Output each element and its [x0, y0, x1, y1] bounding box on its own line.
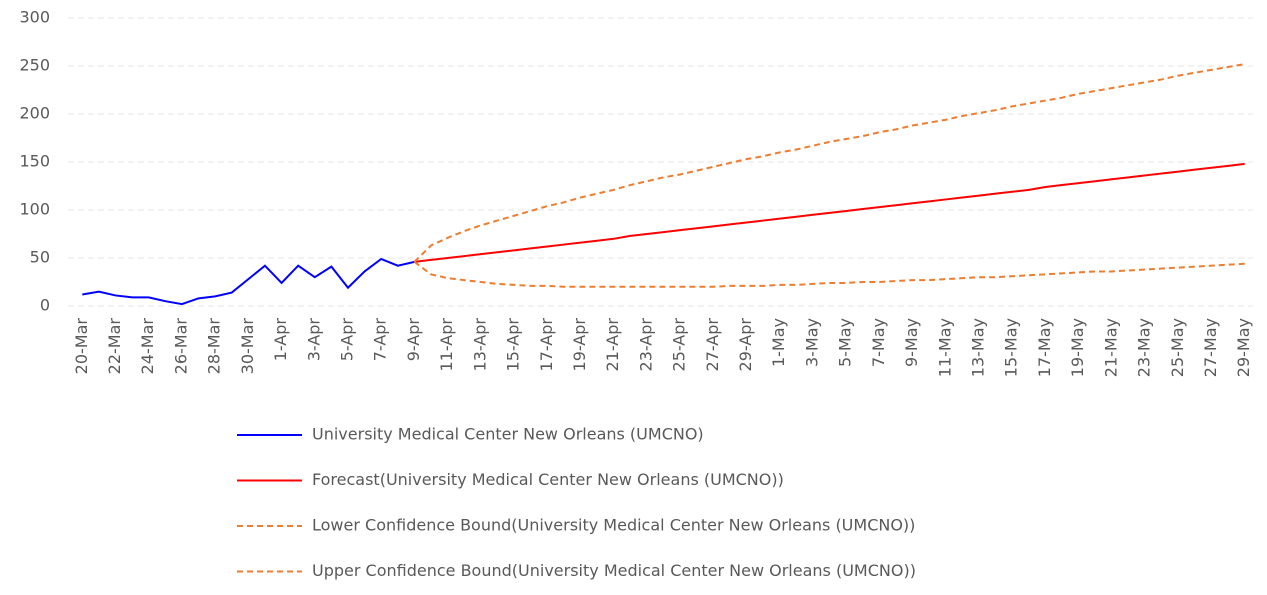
x-tick-label: 29-Apr [736, 318, 755, 372]
x-tick-label: 21-Apr [603, 318, 622, 372]
x-tick-label: 17-Apr [537, 318, 556, 372]
series-line [413, 261, 1245, 288]
x-tick-label: 27-May [1201, 318, 1220, 377]
x-tick-label: 3-May [802, 318, 821, 367]
x-tick-label: 26-Mar [171, 318, 190, 375]
y-tick-label: 50 [30, 248, 50, 267]
legend-label: Forecast(University Medical Center New O… [312, 470, 784, 489]
x-tick-label: 5-May [836, 318, 855, 367]
x-tick-label: 27-Apr [703, 318, 722, 372]
x-tick-label: 7-May [869, 318, 888, 367]
y-tick-label: 250 [19, 56, 50, 75]
legend-label: University Medical Center New Orleans (U… [312, 425, 704, 444]
x-tick-label: 15-May [1002, 318, 1021, 377]
y-tick-label: 0 [40, 296, 50, 315]
x-tick-label: 11-May [935, 318, 954, 377]
x-tick-label: 29-May [1234, 318, 1253, 377]
x-tick-label: 7-Apr [371, 318, 390, 362]
y-tick-label: 100 [19, 200, 50, 219]
x-tick-label: 9-May [902, 318, 921, 367]
x-tick-label: 1-May [769, 318, 788, 367]
x-tick-label: 21-May [1101, 318, 1120, 377]
series-line [414, 162, 1245, 263]
y-tick-label: 200 [19, 104, 50, 123]
legend-label: Lower Confidence Bound(University Medica… [312, 516, 915, 535]
x-tick-label: 22-Mar [105, 318, 124, 375]
y-tick-label: 150 [19, 152, 50, 171]
x-tick-label: 25-May [1168, 318, 1187, 377]
x-tick-label: 13-May [969, 318, 988, 377]
x-tick-label: 15-Apr [504, 318, 523, 372]
x-tick-label: 19-May [1068, 318, 1087, 377]
x-tick-label: 13-Apr [470, 318, 489, 372]
y-tick-label: 300 [19, 8, 50, 27]
x-tick-label: 9-Apr [404, 318, 423, 362]
x-tick-label: 11-Apr [437, 318, 456, 372]
x-tick-label: 19-Apr [570, 318, 589, 372]
x-tick-label: 17-May [1035, 318, 1054, 377]
series-line [82, 257, 415, 306]
x-tick-label: 5-Apr [337, 318, 356, 362]
x-tick-label: 3-Apr [304, 318, 323, 362]
x-tick-label: 30-Mar [238, 318, 257, 375]
x-tick-label: 25-Apr [670, 318, 689, 372]
series-line [413, 63, 1245, 263]
x-tick-label: 23-Apr [636, 318, 655, 372]
x-tick-label: 1-Apr [271, 318, 290, 362]
x-tick-label: 28-Mar [205, 318, 224, 375]
x-tick-label: 24-Mar [138, 318, 157, 375]
legend-label: Upper Confidence Bound(University Medica… [312, 561, 916, 580]
x-tick-label: 23-May [1135, 318, 1154, 377]
x-tick-label: 20-Mar [72, 318, 91, 375]
